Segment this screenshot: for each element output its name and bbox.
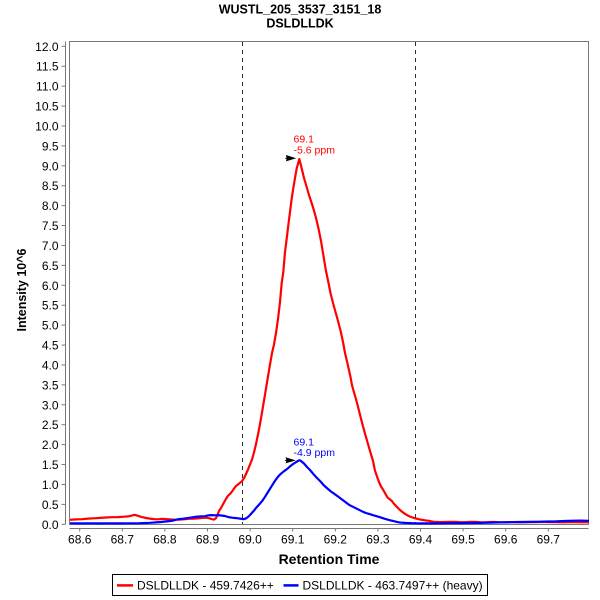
svg-text:9.5: 9.5 bbox=[42, 139, 59, 153]
svg-text:10.0: 10.0 bbox=[35, 119, 59, 133]
svg-text:2.0: 2.0 bbox=[42, 438, 59, 452]
svg-text:69.1: 69.1 bbox=[294, 437, 315, 449]
svg-text:Retention Time: Retention Time bbox=[279, 551, 380, 567]
svg-text:11.5: 11.5 bbox=[36, 60, 59, 74]
svg-text:DSLDLLDK - 463.7497++ (heavy): DSLDLLDK - 463.7497++ (heavy) bbox=[303, 578, 483, 592]
svg-text:WUSTL_205_3537_3151_18: WUSTL_205_3537_3151_18 bbox=[219, 3, 382, 17]
svg-text:69.1: 69.1 bbox=[281, 533, 305, 547]
svg-text:68.8: 68.8 bbox=[153, 533, 177, 547]
svg-text:69.1: 69.1 bbox=[294, 134, 315, 146]
svg-text:6.0: 6.0 bbox=[42, 279, 59, 293]
svg-text:4.5: 4.5 bbox=[42, 339, 59, 353]
svg-text:3.5: 3.5 bbox=[42, 378, 59, 392]
svg-text:1.0: 1.0 bbox=[42, 478, 59, 492]
svg-text:4.0: 4.0 bbox=[42, 358, 59, 372]
svg-text:68.6: 68.6 bbox=[68, 533, 92, 547]
svg-text:7.0: 7.0 bbox=[42, 239, 59, 253]
svg-text:69.2: 69.2 bbox=[324, 533, 348, 547]
svg-text:7.5: 7.5 bbox=[42, 219, 59, 233]
svg-text:5.0: 5.0 bbox=[42, 319, 59, 333]
svg-text:11.0: 11.0 bbox=[36, 80, 59, 94]
svg-text:Intensity 10^6: Intensity 10^6 bbox=[15, 248, 29, 331]
svg-text:1.5: 1.5 bbox=[42, 458, 59, 472]
svg-text:69.5: 69.5 bbox=[451, 533, 475, 547]
svg-text:3.0: 3.0 bbox=[42, 398, 59, 412]
svg-text:69.4: 69.4 bbox=[409, 533, 433, 547]
svg-text:69.6: 69.6 bbox=[494, 533, 518, 547]
svg-text:DSLDLLDK - 459.7426++: DSLDLLDK - 459.7426++ bbox=[137, 578, 274, 592]
svg-text:DSLDLLDK: DSLDLLDK bbox=[266, 17, 333, 31]
svg-text:9.0: 9.0 bbox=[42, 159, 59, 173]
svg-text:0.0: 0.0 bbox=[42, 518, 59, 532]
svg-text:8.0: 8.0 bbox=[42, 199, 59, 213]
svg-text:10.5: 10.5 bbox=[35, 100, 59, 114]
svg-text:68.9: 68.9 bbox=[196, 533, 220, 547]
svg-text:69.7: 69.7 bbox=[537, 533, 561, 547]
svg-text:8.5: 8.5 bbox=[42, 179, 59, 193]
svg-text:0.5: 0.5 bbox=[42, 498, 59, 512]
svg-text:69.3: 69.3 bbox=[366, 533, 390, 547]
svg-text:-4.9 ppm: -4.9 ppm bbox=[294, 447, 336, 459]
svg-text:6.5: 6.5 bbox=[42, 259, 59, 273]
svg-text:-5.6 ppm: -5.6 ppm bbox=[294, 145, 336, 157]
svg-text:5.5: 5.5 bbox=[42, 299, 59, 313]
svg-text:12.0: 12.0 bbox=[35, 40, 59, 54]
svg-text:69.0: 69.0 bbox=[238, 533, 262, 547]
svg-text:68.7: 68.7 bbox=[111, 533, 135, 547]
svg-text:2.5: 2.5 bbox=[42, 418, 59, 432]
